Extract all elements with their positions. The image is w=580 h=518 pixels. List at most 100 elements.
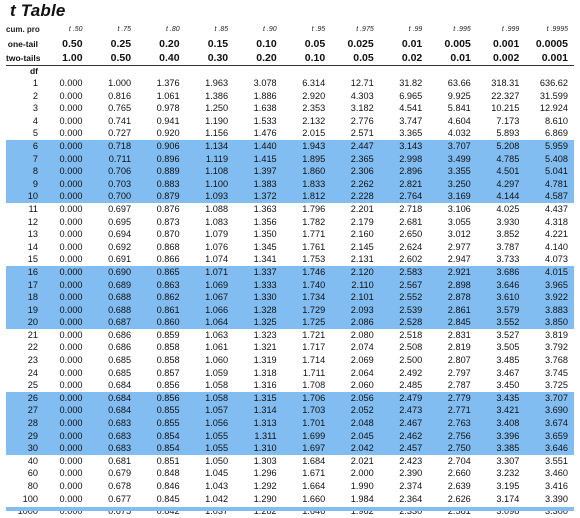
value-cell: 3.499 bbox=[428, 152, 477, 166]
table-row: 23 0.000 0.685 0.858 1.060 1.319 1.714 2.069 2.5… bbox=[6, 354, 574, 367]
two-tails-value: 0.20 bbox=[256, 52, 277, 64]
value-cell: 4.144 bbox=[476, 190, 526, 203]
value-cell: 1.100 bbox=[185, 177, 235, 191]
value-cell: 3.690 bbox=[525, 404, 574, 418]
value-cell: 0.858 bbox=[156, 342, 180, 353]
value-cell: 3.852 bbox=[496, 229, 520, 240]
value-cell: 2.583 bbox=[379, 265, 429, 279]
value-cell: 2.160 bbox=[350, 229, 374, 240]
value-cell: 1.886 bbox=[253, 90, 277, 101]
value-cell: 3.707 bbox=[428, 139, 477, 153]
value-cell: 1.290 bbox=[253, 493, 277, 504]
value-cell: 1.984 bbox=[350, 493, 374, 504]
value-cell: 3.674 bbox=[525, 417, 574, 430]
value-cell: 2.718 bbox=[399, 203, 423, 214]
value-cell: 2.921 bbox=[428, 265, 477, 279]
value-cell: 2.201 bbox=[350, 203, 374, 214]
t-table: cum. prob t .50 t .75 t .80 t .85 t .90 t .95… bbox=[6, 23, 574, 518]
two-tails-value: 0.001 bbox=[541, 52, 568, 64]
value-cell: 0.920 bbox=[156, 128, 180, 139]
value-cell: 2.831 bbox=[447, 329, 471, 340]
value-cell: 2.462 bbox=[379, 429, 429, 443]
value-cell: 4.541 bbox=[399, 103, 423, 114]
df-cell: 100 bbox=[22, 493, 39, 504]
value-cell: 63.66 bbox=[447, 78, 471, 88]
value-cell: 2.262 bbox=[331, 177, 380, 191]
df-cell: 18 bbox=[6, 291, 41, 304]
value-cell: 2.485 bbox=[399, 380, 423, 391]
value-cell: 0.687 bbox=[88, 316, 138, 329]
value-cell: 1.066 bbox=[185, 303, 235, 317]
value-cell: 2.626 bbox=[447, 493, 471, 504]
value-cell: 0.000 bbox=[40, 190, 89, 203]
value-cell: 31.599 bbox=[539, 90, 568, 101]
value-cell: 0.692 bbox=[108, 241, 132, 252]
df-cell: 24 bbox=[27, 367, 39, 378]
value-cell: 0.860 bbox=[137, 316, 186, 329]
value-cell: 0.000 bbox=[59, 115, 83, 126]
value-cell: 2.132 bbox=[302, 115, 326, 126]
value-cell: 1.761 bbox=[302, 241, 326, 252]
t-label: t .80 bbox=[165, 26, 180, 33]
value-cell: 4.437 bbox=[545, 203, 568, 214]
table-row: 25 0.000 0.684 0.856 1.058 1.316 1.708 2.060 2.4… bbox=[6, 379, 574, 392]
value-cell: 2.660 bbox=[447, 468, 471, 479]
value-cell: 0.941 bbox=[156, 115, 180, 126]
value-cell: 0.000 bbox=[59, 468, 83, 479]
two-tails-value: 0.002 bbox=[493, 52, 520, 64]
table-row: 12 0.000 0.695 0.873 1.083 1.356 1.782 2.179 2.6… bbox=[6, 216, 574, 229]
value-cell: 0.000 bbox=[59, 367, 83, 378]
value-cell: 2.500 bbox=[399, 355, 423, 366]
table-row: 60 0.000 0.679 0.848 1.045 1.296 1.671 2.000 2.3… bbox=[6, 467, 574, 480]
value-cell: 0.000 bbox=[59, 103, 83, 114]
value-cell: 0.684 bbox=[108, 380, 132, 391]
t-label: t .85 bbox=[214, 26, 229, 33]
value-cell: 1.134 bbox=[185, 139, 235, 153]
one-tail-value: 0.20 bbox=[159, 38, 180, 50]
value-cell: 0.706 bbox=[88, 165, 138, 178]
df-cell: 40 bbox=[27, 455, 39, 466]
value-cell: 1.725 bbox=[282, 316, 332, 329]
table-row: 2 0.000 0.816 1.061 1.386 1.886 2.920 4.303 6.96… bbox=[6, 90, 574, 103]
value-cell: 1.119 bbox=[185, 152, 235, 166]
value-cell: 1.325 bbox=[234, 316, 283, 329]
df-header-spacer bbox=[331, 65, 380, 77]
df-header-spacer bbox=[40, 65, 89, 77]
df-cell: 2 bbox=[32, 90, 39, 101]
value-cell: 1.328 bbox=[234, 303, 283, 317]
value-cell: 1.740 bbox=[282, 278, 332, 292]
value-cell: 1.729 bbox=[282, 303, 332, 317]
value-cell: 1.318 bbox=[253, 367, 277, 378]
value-cell: 1.697 bbox=[282, 442, 332, 455]
value-cell: 2.048 bbox=[331, 417, 380, 430]
value-cell: 1.314 bbox=[234, 404, 283, 418]
value-cell: 1.708 bbox=[302, 380, 326, 391]
value-cell: 2.896 bbox=[379, 165, 429, 178]
df-cell: 23 bbox=[27, 355, 39, 366]
table-row: 22 0.000 0.686 0.858 1.061 1.321 1.717 2.074 2.5… bbox=[6, 341, 574, 354]
value-cell: 1.058 bbox=[185, 391, 235, 405]
value-cell: 2.920 bbox=[302, 90, 326, 101]
value-cell: 0.848 bbox=[156, 468, 180, 479]
value-cell: 0.000 bbox=[59, 90, 83, 101]
value-cell: 2.567 bbox=[379, 278, 429, 292]
value-cell: 4.501 bbox=[476, 165, 526, 178]
value-cell: 1.045 bbox=[205, 468, 229, 479]
cum-prob-label: cum. prob bbox=[6, 25, 40, 34]
value-cell: 2.787 bbox=[447, 380, 471, 391]
value-cell: 636.62 bbox=[539, 78, 568, 88]
value-cell: 4.303 bbox=[350, 90, 374, 101]
value-cell: 0.879 bbox=[137, 190, 186, 203]
value-cell: 4.604 bbox=[447, 115, 471, 126]
value-cell: 1.069 bbox=[185, 278, 235, 292]
table-row: 100 0.000 0.677 0.845 1.042 1.290 1.660 1.984 2.… bbox=[6, 493, 574, 506]
value-cell: 0.851 bbox=[156, 455, 180, 466]
value-cell: 0.858 bbox=[156, 355, 180, 366]
value-cell: 0.688 bbox=[88, 291, 138, 304]
value-cell: 1.963 bbox=[205, 78, 229, 88]
df-cell: 12 bbox=[27, 216, 39, 227]
value-cell: 3.707 bbox=[525, 391, 574, 405]
value-cell: 2.086 bbox=[331, 316, 380, 329]
table-row: 14 0.000 0.692 0.868 1.076 1.345 1.761 2.145 2.6… bbox=[6, 241, 574, 254]
value-cell: 1.060 bbox=[205, 355, 229, 366]
